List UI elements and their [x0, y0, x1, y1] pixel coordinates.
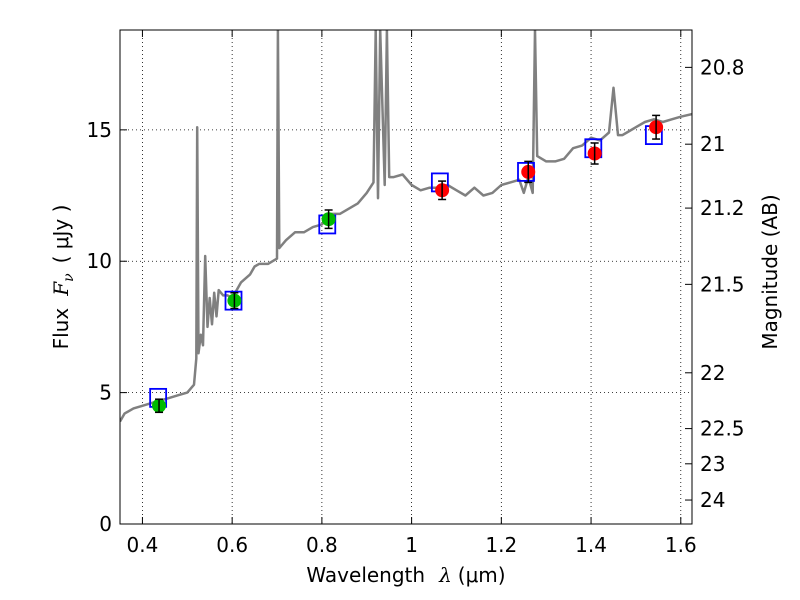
x-tick-label: 1: [405, 533, 418, 557]
x-tick-label: 1.4: [575, 533, 607, 557]
y-tick-label: 10: [87, 249, 112, 273]
x-axis-label: Wavelength λ (μm): [306, 563, 505, 587]
x-tick-label: 0.4: [127, 533, 159, 557]
y2-tick-label: 22.5: [700, 417, 745, 441]
x-tick-label: 0.8: [306, 533, 338, 557]
ticks: [120, 30, 692, 525]
y2-tick-label: 23: [700, 452, 725, 476]
y2-tick-label: 21: [700, 132, 725, 156]
y-tick-label: 15: [87, 118, 112, 142]
y-tick-label: 5: [99, 381, 112, 405]
tick-labels: 0.4 0.6 0.8 1 1.2 1.4 1.6 0 5 10 15 20.8 21 21.2 21.5 2…: [87, 55, 745, 557]
plot-frame: [119, 29, 693, 525]
x-tick-label: 1.2: [485, 533, 517, 557]
spectrum-line: [120, 30, 692, 423]
y-tick-label: 0: [99, 512, 112, 536]
y2-tick-label: 21.5: [700, 272, 745, 296]
x-tick-label: 0.6: [216, 533, 248, 557]
model-box-marker: [224, 290, 243, 311]
data-layer: [120, 30, 692, 423]
y2-tick-label: 21.2: [700, 196, 745, 220]
y2-axis-label: Magnitude (AB): [758, 194, 782, 349]
y2-tick-label: 24: [700, 488, 725, 512]
y-axis-label: FluxFν( μJy ): [49, 205, 77, 350]
y2-tick-label: 22: [700, 361, 725, 385]
x-tick-label: 1.6: [665, 533, 697, 557]
y2-tick-label: 20.8: [700, 55, 745, 79]
plot-area: [120, 30, 692, 524]
